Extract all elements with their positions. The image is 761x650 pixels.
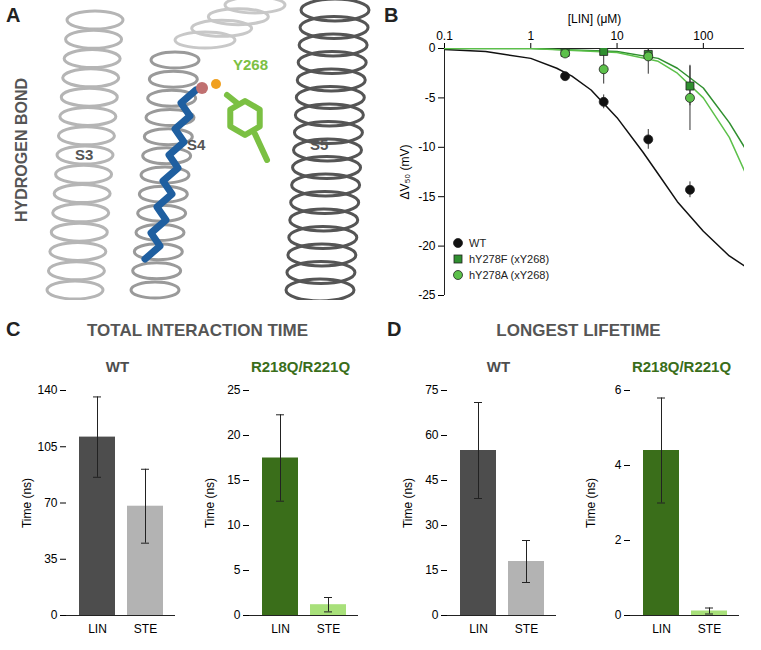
html-text:R218Q/R221Q: R218Q/R221Q bbox=[250, 358, 351, 375]
svg-text:S3: S3 bbox=[75, 146, 93, 163]
svg-text:STE: STE bbox=[317, 622, 340, 636]
svg-text:5: 5 bbox=[234, 563, 241, 577]
svg-text:0: 0 bbox=[234, 608, 241, 622]
html-text:R218Q/R221Q: R218Q/R221Q bbox=[631, 358, 732, 375]
svg-text:15: 15 bbox=[425, 563, 439, 577]
svg-text:70: 70 bbox=[44, 496, 58, 510]
html-text:A: A bbox=[6, 4, 21, 26]
html-text:WT: WT bbox=[469, 237, 487, 249]
html-text:C: C bbox=[6, 318, 21, 340]
svg-text:-25: -25 bbox=[418, 288, 436, 302]
svg-text:6: 6 bbox=[615, 383, 622, 397]
html-text:hY278F (xY268): hY278F (xY268) bbox=[469, 253, 550, 265]
svg-text:35: 35 bbox=[44, 552, 58, 566]
svg-text:100: 100 bbox=[693, 29, 713, 43]
svg-text:15: 15 bbox=[227, 473, 241, 487]
svg-text:Time (ns): Time (ns) bbox=[203, 478, 217, 528]
svg-text:140: 140 bbox=[37, 383, 57, 397]
html-text:WT: WT bbox=[105, 358, 130, 375]
svg-text:Time (ns): Time (ns) bbox=[401, 478, 415, 528]
svg-text:0: 0 bbox=[432, 608, 439, 622]
svg-text:STE: STE bbox=[698, 622, 721, 636]
svg-text:HYDROGEN BOND: HYDROGEN BOND bbox=[13, 78, 30, 222]
svg-text:S5: S5 bbox=[310, 136, 328, 153]
svg-text:20: 20 bbox=[227, 428, 241, 442]
svg-text:45: 45 bbox=[425, 473, 439, 487]
svg-text:10: 10 bbox=[227, 518, 241, 532]
svg-text:STE: STE bbox=[515, 622, 538, 636]
svg-text:30: 30 bbox=[425, 518, 439, 532]
svg-text:LIN: LIN bbox=[652, 622, 671, 636]
svg-text:-15: -15 bbox=[418, 190, 436, 204]
svg-text:4: 4 bbox=[615, 458, 622, 472]
svg-text:ΔV₅₀ (mV): ΔV₅₀ (mV) bbox=[398, 144, 412, 199]
svg-text:0: 0 bbox=[51, 608, 58, 622]
svg-text:LIN: LIN bbox=[469, 622, 488, 636]
svg-text:Time (ns): Time (ns) bbox=[584, 478, 598, 528]
svg-text:0.1: 0.1 bbox=[436, 29, 453, 43]
svg-text:S4: S4 bbox=[187, 136, 206, 153]
svg-text:Time (ns): Time (ns) bbox=[20, 478, 34, 528]
svg-text:10: 10 bbox=[610, 29, 624, 43]
svg-text:LIN: LIN bbox=[271, 622, 290, 636]
html-text:LONGEST LIFETIME: LONGEST LIFETIME bbox=[496, 321, 661, 340]
svg-text:2: 2 bbox=[615, 533, 622, 547]
svg-text:0: 0 bbox=[615, 608, 622, 622]
svg-text:60: 60 bbox=[425, 428, 439, 442]
svg-text:-5: -5 bbox=[425, 91, 436, 105]
svg-text:75: 75 bbox=[425, 383, 439, 397]
html-text:B: B bbox=[384, 4, 399, 26]
svg-text:25: 25 bbox=[227, 383, 241, 397]
svg-text:LIN: LIN bbox=[88, 622, 107, 636]
svg-text:0: 0 bbox=[429, 41, 436, 55]
html-text:TOTAL INTERACTION TIME: TOTAL INTERACTION TIME bbox=[87, 321, 308, 340]
html-text:WT: WT bbox=[486, 358, 511, 375]
html-text:D: D bbox=[387, 318, 402, 340]
svg-text:-10: -10 bbox=[418, 140, 436, 154]
svg-text:-20: -20 bbox=[418, 239, 436, 253]
svg-text:STE: STE bbox=[134, 622, 157, 636]
svg-text:1: 1 bbox=[527, 29, 534, 43]
svg-text:105: 105 bbox=[37, 440, 57, 454]
svg-text:Y268: Y268 bbox=[233, 56, 268, 73]
svg-text:[LIN] (μM): [LIN] (μM) bbox=[568, 12, 622, 26]
html-text:hY278A (xY268): hY278A (xY268) bbox=[469, 269, 550, 281]
